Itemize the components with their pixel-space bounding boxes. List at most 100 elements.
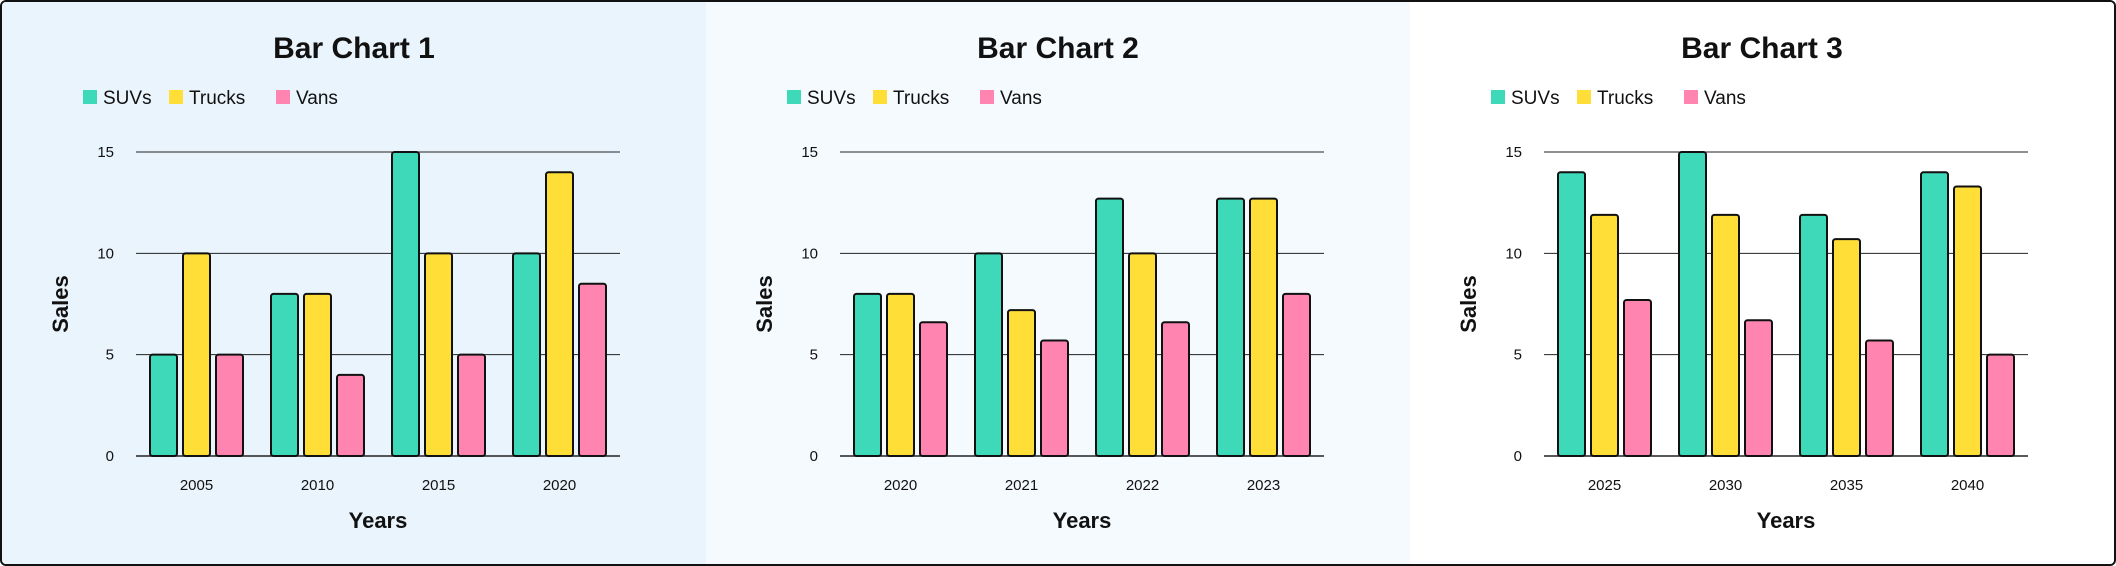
legend-swatch [1684, 90, 1698, 104]
x-axis-title: Years [1757, 508, 1816, 533]
x-tick-label: 2023 [1247, 477, 1280, 494]
bar-vans-2030 [1744, 319, 1773, 458]
legend-item-trucks: Trucks [1577, 88, 1653, 109]
x-tick-label: 2030 [1709, 477, 1742, 494]
chart-title: Bar Chart 2 [977, 32, 1139, 65]
bar-suvs-2022 [1095, 197, 1124, 457]
legend-item-vans: Vans [980, 88, 1042, 109]
x-axis-title: Years [349, 508, 408, 533]
y-tick-label: 15 [801, 144, 818, 161]
y-tick-label: 5 [810, 347, 818, 364]
chart-title: Bar Chart 1 [273, 32, 435, 65]
bar-vans-2040 [1986, 353, 2015, 457]
legend-swatch [169, 90, 183, 104]
legend-swatch [980, 90, 994, 104]
legend-label: Vans [296, 88, 338, 109]
x-tick-label: 2020 [884, 477, 917, 494]
bar-trucks-2020 [886, 292, 915, 457]
x-tick-label: 2035 [1830, 477, 1863, 494]
bar-trucks-2030 [1711, 213, 1740, 457]
bar-vans-2023 [1282, 292, 1311, 457]
bar-suvs-2030 [1678, 151, 1707, 457]
bar-suvs-2035 [1799, 213, 1828, 457]
chart-svg: Bar Chart 2 SUVs Trucks Vans 0 5 10 15 2020 2021 2… [752, 32, 1324, 533]
chart-panel-2: Bar Chart 2 SUVs Trucks Vans 0 5 10 15 2020 2021 2… [706, 2, 1410, 564]
chart-panel-1: Bar Chart 1 SUVs Trucks Vans 0 5 10 15 2005 2010 2… [2, 2, 706, 564]
y-tick-label: 0 [810, 448, 818, 465]
bar-vans-2015 [457, 353, 486, 457]
bar-vans-2010 [336, 373, 365, 457]
legend-swatch [276, 90, 290, 104]
legend-swatch [873, 90, 887, 104]
legend-label: SUVs [1511, 88, 1560, 109]
bar-vans-2021 [1040, 339, 1069, 458]
x-tick-label: 2020 [543, 477, 576, 494]
bar-trucks-2023 [1249, 197, 1278, 457]
bar-suvs-2020 [853, 292, 882, 457]
legend-label: Trucks [1597, 88, 1653, 109]
legend-label: Trucks [893, 88, 949, 109]
bar-vans-2020 [919, 321, 948, 457]
legend-item-suvs: SUVs [83, 88, 152, 109]
bar-trucks-2025 [1590, 213, 1619, 457]
bar-trucks-2021 [1007, 309, 1036, 457]
legend-item-suvs: SUVs [787, 88, 856, 109]
bar-trucks-2010 [303, 292, 332, 457]
x-axis-title: Years [1053, 508, 1112, 533]
bar-vans-2025 [1623, 298, 1652, 457]
legend-swatch [83, 90, 97, 104]
bar-suvs-2010 [270, 292, 299, 457]
legend-label: SUVs [807, 88, 856, 109]
bar-trucks-2035 [1832, 238, 1861, 457]
y-axis-title: Sales [752, 275, 777, 333]
bar-trucks-2020 [545, 171, 574, 457]
legend-swatch [1577, 90, 1591, 104]
bar-suvs-2040 [1920, 171, 1949, 457]
y-tick-label: 10 [97, 245, 114, 262]
bar-suvs-2021 [974, 252, 1003, 457]
chart-svg: Bar Chart 3 SUVs Trucks Vans 0 5 10 15 2025 2030 2… [1456, 32, 2028, 533]
bar-vans-2005 [215, 353, 244, 457]
x-tick-label: 2010 [301, 477, 334, 494]
legend-swatch [787, 90, 801, 104]
y-tick-label: 10 [801, 245, 818, 262]
x-tick-label: 2015 [422, 477, 455, 494]
x-tick-label: 2040 [1951, 477, 1984, 494]
legend-item-trucks: Trucks [169, 88, 245, 109]
bar-suvs-2005 [149, 353, 178, 457]
bar-trucks-2005 [182, 252, 211, 457]
legend-item-suvs: SUVs [1491, 88, 1560, 109]
y-tick-label: 5 [106, 347, 114, 364]
y-tick-label: 0 [106, 448, 114, 465]
legend-label: Trucks [189, 88, 245, 109]
x-tick-label: 2022 [1126, 477, 1159, 494]
y-tick-label: 15 [1505, 144, 1522, 161]
legend-label: Vans [1704, 88, 1746, 109]
bar-vans-2035 [1865, 339, 1894, 458]
bar-vans-2022 [1161, 321, 1190, 457]
y-tick-label: 5 [1514, 347, 1522, 364]
legend-swatch [1491, 90, 1505, 104]
y-axis-title: Sales [1456, 275, 1481, 333]
legend-item-vans: Vans [276, 88, 338, 109]
bar-trucks-2015 [424, 252, 453, 457]
y-tick-label: 15 [97, 144, 114, 161]
bar-suvs-2025 [1557, 171, 1586, 457]
legend-item-trucks: Trucks [873, 88, 949, 109]
legend-label: SUVs [103, 88, 152, 109]
bar-vans-2020 [578, 282, 607, 457]
legend-label: Vans [1000, 88, 1042, 109]
bar-suvs-2020 [512, 252, 541, 457]
bar-trucks-2022 [1128, 252, 1157, 457]
bar-trucks-2040 [1953, 185, 1982, 457]
x-tick-label: 2005 [180, 477, 213, 494]
legend-item-vans: Vans [1684, 88, 1746, 109]
y-tick-label: 0 [1514, 448, 1522, 465]
y-tick-label: 10 [1505, 245, 1522, 262]
chart-title: Bar Chart 3 [1681, 32, 1843, 65]
y-axis-title: Sales [48, 275, 73, 333]
bar-suvs-2023 [1216, 197, 1245, 457]
chart-panel-3: Bar Chart 3 SUVs Trucks Vans 0 5 10 15 2025 2030 2… [1410, 2, 2114, 564]
chart-svg: Bar Chart 1 SUVs Trucks Vans 0 5 10 15 2005 2010 2… [48, 32, 620, 533]
